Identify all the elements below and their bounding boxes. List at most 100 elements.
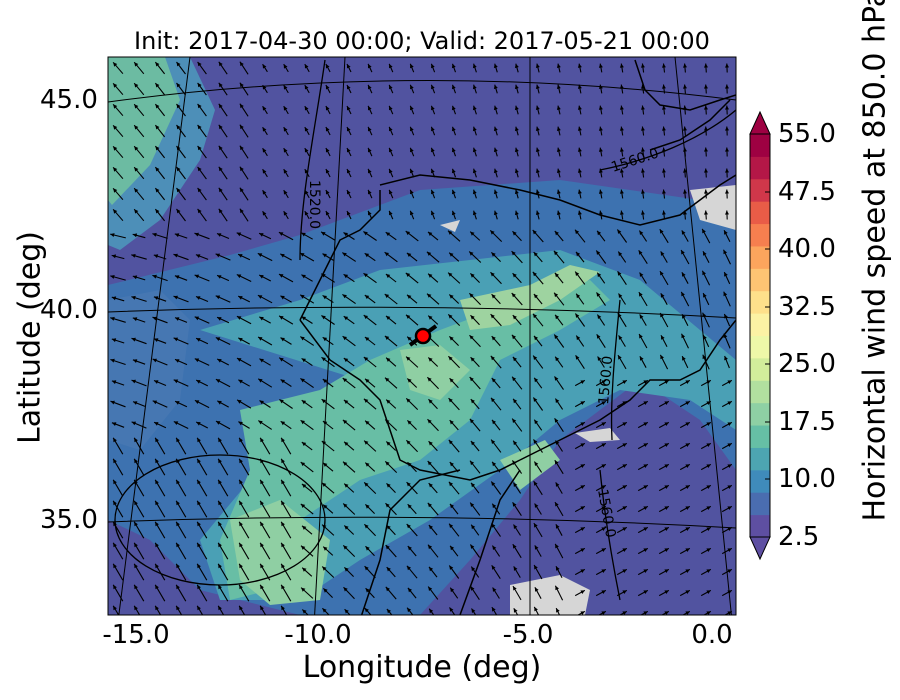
- wind-arrow-head: [152, 316, 157, 321]
- colorbar-segment: [750, 201, 770, 225]
- wind-arrow-head: [491, 481, 496, 486]
- wind-arrow-head: [470, 441, 475, 446]
- wind-arrow-head: [514, 105, 519, 111]
- wind-arrow-head: [514, 168, 519, 174]
- wind-arrow-head: [325, 148, 330, 153]
- wind-arrow-head: [386, 357, 391, 362]
- wind-arrow-head: [215, 253, 221, 258]
- wind-arrow-head: [217, 359, 222, 363]
- wind-arrow-head: [448, 314, 453, 319]
- wind-arrow-head: [427, 377, 432, 382]
- wind-arrow-head: [664, 569, 669, 573]
- wind-arrow-head: [368, 210, 372, 216]
- wind-arrow-head: [262, 106, 267, 111]
- wind-arrow-head: [218, 458, 222, 464]
- wind-arrow-head: [601, 464, 606, 468]
- wind-arrow-head: [407, 607, 412, 613]
- wind-arrow-head: [406, 356, 411, 361]
- wind-arrow-head: [491, 378, 496, 383]
- wind-arrow-head: [533, 439, 538, 444]
- wind-arrow-head: [535, 210, 540, 215]
- wind-arrow-head: [428, 525, 433, 530]
- wind-arrow-head: [239, 479, 243, 485]
- wind-arrow-head: [492, 545, 497, 550]
- wind-arrow-head: [131, 337, 136, 342]
- wind-arrow-head: [283, 64, 288, 69]
- wind-arrow-head: [597, 356, 602, 361]
- wind-arrow-head: [618, 335, 623, 340]
- wind-arrow-head: [534, 545, 539, 550]
- wind-arrow-head: [472, 168, 477, 174]
- wind-arrow-head: [580, 569, 585, 573]
- wind-arrow-head: [239, 208, 244, 214]
- wind-arrow-head: [535, 189, 540, 194]
- wind-arrow-head: [472, 126, 477, 132]
- wind-arrow-head: [347, 106, 351, 111]
- wind-arrow-head: [428, 544, 433, 550]
- wind-arrow-head: [259, 233, 264, 237]
- wind-arrow-head: [260, 584, 264, 590]
- wind-arrow-head: [706, 590, 711, 594]
- wind-arrow-head: [322, 566, 327, 571]
- wind-arrow-head: [470, 544, 475, 549]
- wind-arrow-head: [576, 335, 581, 341]
- wind-arrow-head: [580, 527, 585, 531]
- wind-arrow-head: [113, 479, 117, 485]
- wind-arrow-head: [259, 358, 264, 363]
- wind-arrow-head: [262, 169, 267, 174]
- wind-arrow-head: [428, 441, 433, 446]
- wind-arrow-head: [132, 275, 138, 280]
- wind-arrow-head: [110, 275, 115, 279]
- wind-arrow-head: [236, 274, 242, 279]
- wind-arrow-head: [134, 62, 139, 67]
- graticule: [108, 57, 736, 615]
- wind-arrow-head: [534, 606, 538, 612]
- wind-arrow-head: [555, 502, 559, 507]
- wind-arrow-head: [683, 84, 687, 89]
- wind-arrow-head: [580, 485, 585, 489]
- wind-arrow-head: [448, 481, 453, 487]
- wind-arrow-head: [619, 168, 624, 173]
- wind-arrow-head: [598, 105, 603, 110]
- wind-arrow-head: [514, 210, 519, 216]
- wind-arrow-head: [535, 147, 540, 152]
- wind-arrow-head: [368, 126, 372, 132]
- wind-arrow-head: [197, 500, 201, 506]
- wind-arrow-head: [643, 443, 648, 447]
- wind-arrow-head: [406, 440, 411, 445]
- wind-arrow-head: [323, 588, 328, 593]
- colorbar-tick-label: 17.5: [778, 407, 836, 437]
- wind-arrow-head: [512, 273, 517, 278]
- wind-arrow-head: [727, 527, 732, 531]
- wind-arrow-head: [155, 62, 160, 67]
- wind-arrow-head: [217, 233, 222, 237]
- wind-arrow-head: [470, 502, 475, 507]
- wind-arrow-head: [472, 84, 477, 90]
- wind-arrow-head: [368, 189, 372, 195]
- wind-arrow-head: [410, 210, 414, 216]
- wind-arrow-head: [218, 145, 223, 151]
- wind-arrow-head: [577, 189, 582, 194]
- wind-arrow-head: [727, 401, 732, 405]
- wind-arrow-head: [113, 584, 117, 590]
- wind-arrow-head: [622, 506, 627, 510]
- wind-arrow-head: [385, 377, 390, 382]
- wind-arrow-head: [513, 482, 518, 487]
- wind-arrow-head: [281, 605, 285, 611]
- wind-arrow-head: [533, 355, 538, 360]
- colorbar-tick-label: 47.5: [778, 177, 836, 207]
- wind-arrow-head: [236, 316, 242, 320]
- wind-arrow-head: [197, 563, 201, 569]
- colorbar-tick-label: 40.0: [778, 234, 836, 264]
- wind-arrow-head: [448, 272, 453, 277]
- wind-arrow-head: [406, 252, 412, 257]
- wind-arrow-head: [470, 460, 475, 466]
- wind-arrow-head: [386, 441, 391, 446]
- wind-arrow-head: [622, 569, 627, 573]
- wind-arrow-head: [155, 500, 159, 506]
- wind-arrow-head: [410, 105, 414, 111]
- wind-arrow-head: [643, 527, 648, 531]
- wind-arrow-head: [580, 422, 585, 426]
- wind-arrow-head: [111, 254, 117, 259]
- wind-arrow-head: [155, 458, 159, 464]
